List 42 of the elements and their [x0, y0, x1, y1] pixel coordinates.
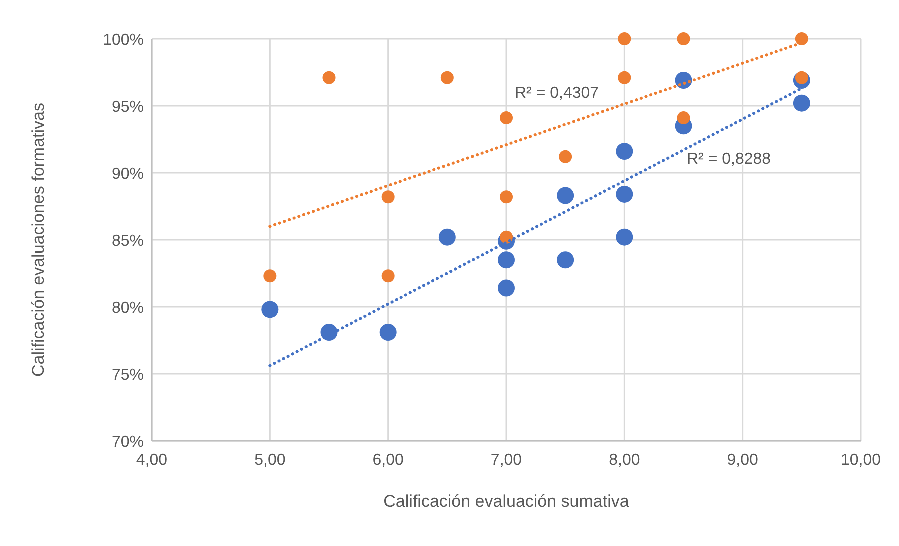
- y-tick-label: 75%: [112, 367, 144, 384]
- x-tick-label: 4,00: [136, 452, 168, 469]
- point: [498, 280, 515, 297]
- point: [618, 71, 632, 84]
- point: [382, 190, 395, 204]
- y-tick-label: 95%: [112, 99, 144, 116]
- point: [498, 252, 515, 269]
- x-tick-label: 8,00: [609, 452, 640, 469]
- point: [262, 301, 279, 318]
- point: [440, 71, 454, 84]
- y-axis-title: Calificación evaluaciones formativas: [29, 102, 48, 378]
- point: [618, 32, 632, 46]
- point: [795, 32, 808, 46]
- point: [557, 187, 574, 204]
- point: [380, 324, 397, 341]
- y-tick-label: 85%: [112, 233, 144, 250]
- y-tick-label: 100%: [103, 32, 144, 49]
- point: [677, 112, 690, 125]
- point: [382, 270, 395, 283]
- point: [616, 228, 634, 246]
- point: [322, 71, 336, 84]
- x-axis-title: Calificación evaluación sumativa: [384, 492, 630, 511]
- point: [677, 32, 690, 46]
- x-tick-label: 6,00: [372, 452, 404, 469]
- y-tick-label: 70%: [112, 434, 144, 451]
- x-tick-label: 5,00: [254, 452, 286, 469]
- point: [559, 150, 572, 164]
- point: [500, 112, 513, 125]
- point: [793, 94, 810, 112]
- point: [500, 190, 513, 204]
- point: [616, 186, 634, 203]
- annotation: R² = 0,8288: [687, 151, 772, 168]
- point: [557, 252, 574, 269]
- annotation: R² = 0,4307: [515, 85, 600, 102]
- point: [438, 228, 456, 246]
- point: [264, 270, 277, 283]
- y-tick-label: 90%: [112, 166, 144, 183]
- x-tick-label: 10,00: [840, 452, 882, 469]
- x-tick-label: 7,00: [490, 452, 522, 469]
- y-tick-label: 80%: [112, 300, 144, 317]
- point: [616, 143, 634, 160]
- x-tick-label: 9,00: [727, 452, 759, 469]
